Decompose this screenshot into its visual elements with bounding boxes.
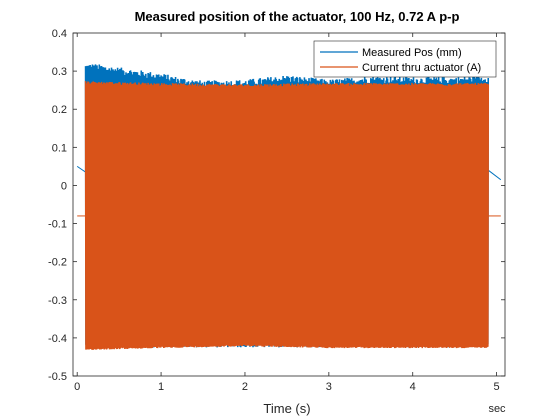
x-tick-label-1: 1 <box>158 381 164 393</box>
y-tick-label-3: -0.2 <box>48 257 67 269</box>
y-tick-label-2: -0.3 <box>48 295 67 307</box>
x-tick-label-3: 3 <box>326 381 332 393</box>
y-tick-label-7: 0.2 <box>52 104 67 116</box>
y-tick-label-8: 0.3 <box>52 66 67 78</box>
y-tick-label-1: -0.4 <box>48 333 67 345</box>
x-ticks: 0 1 2 3 4 5 <box>74 33 500 393</box>
series-line-active-1 <box>84 81 490 350</box>
x-tick-label-2: 2 <box>242 381 248 393</box>
series-line-active-0 <box>84 64 490 348</box>
y-tick-label-0: -0.5 <box>48 371 67 383</box>
y-tick-label-9: 0.4 <box>52 28 67 40</box>
legend-entry-measured-pos: Measured Pos (mm) <box>362 47 462 59</box>
legend-entry-current: Current thru actuator (A) <box>362 62 481 74</box>
legend-box <box>313 40 497 78</box>
y-ticks: -0.5 -0.4 -0.3 -0.2 -0.1 0 0.1 0.2 0.3 0.4 <box>48 28 505 383</box>
series-line-pre-0 <box>76 165 86 173</box>
x-unit-label: sec <box>488 403 506 415</box>
series-layer <box>76 64 502 350</box>
series-current <box>77 81 501 350</box>
x-tick-label-5: 5 <box>494 381 500 393</box>
y-tick-label-6: 0.1 <box>52 142 67 154</box>
series-band-1 <box>85 84 489 348</box>
axes-box <box>72 32 506 377</box>
x-tick-label-4: 4 <box>410 381 416 393</box>
x-tick-label-0: 0 <box>74 381 80 393</box>
series-line-post-0 <box>487 169 502 181</box>
chart-title: Measured position of the actuator, 100 H… <box>135 9 460 24</box>
x-axis-label: Time (s) <box>263 401 310 416</box>
y-tick-label-5: 0 <box>61 180 67 192</box>
legend: Measured Pos (mm) Current thru actuator … <box>313 40 497 78</box>
y-tick-label-4: -0.1 <box>48 219 67 231</box>
plot-area: 0 1 2 3 4 5 -0.5 -0.4 -0.3 -0.2 -0.1 0 0.1 0.2 0.3 0.4 <box>48 28 506 393</box>
